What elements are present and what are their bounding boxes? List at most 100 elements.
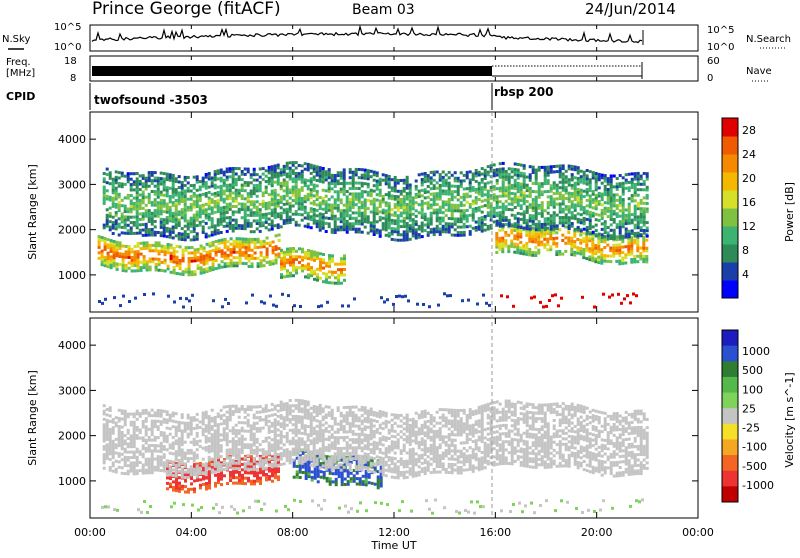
heatmap-cell: [109, 433, 112, 436]
heatmap-cell: [642, 236, 645, 239]
heatmap-cell: [283, 179, 286, 182]
heatmap-cell: [549, 232, 552, 235]
heatmap-cell: [630, 247, 633, 250]
heatmap-cell: [565, 205, 568, 208]
heatmap-cell: [119, 255, 122, 258]
heatmap-cell: [328, 281, 331, 284]
heatmap-cell: [188, 260, 191, 263]
heatmap-cell: [170, 257, 173, 260]
heatmap-cell: [146, 241, 149, 244]
heatmap-cell: [136, 213, 139, 216]
heatmap-cell: [133, 461, 136, 464]
heatmap-cell: [202, 431, 205, 434]
heatmap-cell: [220, 466, 223, 469]
heatmap-cell: [451, 204, 454, 207]
heatmap-cell: [223, 190, 226, 193]
heatmap-cell: [106, 457, 109, 460]
heatmap-cell: [535, 228, 538, 231]
heatmap-cell: [529, 187, 532, 190]
heatmap-cell: [601, 222, 604, 225]
heatmap-cell: [448, 217, 451, 220]
heatmap-cell: [520, 174, 523, 177]
heatmap-cell: [136, 437, 139, 440]
heatmap-cell: [505, 170, 508, 173]
heatmap-cell: [121, 212, 124, 215]
heatmap-cell: [205, 485, 208, 488]
heatmap-cell: [328, 182, 331, 185]
heatmap-cell: [469, 189, 472, 192]
heatmap-cell: [142, 439, 145, 442]
heatmap-cell: [643, 221, 646, 224]
heatmap-cell: [358, 176, 361, 179]
heatmap-cell: [214, 454, 217, 457]
heatmap-cell: [508, 178, 511, 181]
heatmap-cell: [310, 180, 313, 183]
heatmap-cell: [241, 458, 244, 461]
heatmap-cell: [622, 225, 625, 228]
heatmap-cell: [160, 415, 163, 418]
heatmap-cell: [340, 171, 343, 174]
heatmap-cell: [292, 266, 295, 269]
heatmap-cell: [421, 222, 424, 225]
heatmap-cell: [562, 224, 565, 227]
heatmap-cell: [598, 219, 601, 222]
heatmap-cell: [388, 186, 391, 189]
heatmap-cell: [151, 228, 154, 231]
heatmap-cell: [313, 211, 316, 214]
heatmap-cell: [130, 216, 133, 219]
heatmap-cell: [202, 463, 205, 466]
heatmap-cell: [263, 245, 266, 248]
heatmap-cell: [152, 258, 155, 261]
heatmap-cell: [152, 292, 155, 295]
heatmap-cell: [106, 225, 109, 228]
heatmap-cell: [358, 231, 361, 234]
heatmap-cell: [646, 186, 649, 189]
heatmap-cell: [130, 413, 133, 416]
heatmap-cell: [589, 186, 592, 189]
heatmap-cell: [576, 249, 579, 252]
heatmap-cell: [495, 238, 498, 241]
heatmap-cell: [403, 195, 406, 198]
heatmap-cell: [106, 427, 109, 430]
heatmap-cell: [239, 248, 242, 251]
heatmap-cell: [298, 255, 301, 258]
heatmap-cell: [630, 253, 633, 256]
heatmap-cell: [104, 248, 107, 251]
heatmap-cell: [517, 171, 520, 174]
heatmap-cell: [511, 208, 514, 211]
heatmap-cell: [254, 243, 257, 246]
heatmap-cell: [508, 222, 511, 225]
heatmap-cell: [208, 450, 211, 453]
heatmap-cell: [334, 282, 337, 285]
heatmap-cell: [625, 228, 628, 231]
heatmap-cell: [116, 246, 119, 249]
heatmap-cell: [421, 211, 424, 214]
heatmap-cell: [178, 194, 181, 197]
heatmap-cell: [535, 223, 538, 226]
heatmap-cell: [109, 171, 112, 174]
heatmap-cell: [247, 200, 250, 203]
heatmap-cell: [265, 478, 268, 481]
heatmap-cell: [113, 251, 116, 254]
heatmap-cell: [529, 165, 532, 168]
heatmap-cell: [364, 169, 367, 172]
heatmap-cell: [421, 235, 424, 238]
heatmap-cell: [496, 201, 499, 204]
heatmap-cell: [211, 420, 214, 423]
heatmap-cell: [275, 248, 278, 251]
heatmap-cell: [427, 204, 430, 207]
heatmap-cell: [367, 175, 370, 178]
heatmap-cell: [118, 201, 121, 204]
heatmap-cell: [613, 234, 616, 237]
heatmap-cell: [397, 195, 400, 198]
heatmap-cell: [253, 192, 256, 195]
heatmap-cell: [481, 227, 484, 230]
heatmap-cell: [107, 246, 110, 249]
heatmap-cell: [606, 244, 609, 247]
heatmap-cell: [332, 480, 335, 483]
heatmap-cell: [535, 169, 538, 172]
heatmap-cell: [463, 179, 466, 182]
heatmap-cell: [268, 223, 271, 226]
heatmap-cell: [101, 250, 104, 253]
heatmap-cell: [272, 262, 275, 265]
